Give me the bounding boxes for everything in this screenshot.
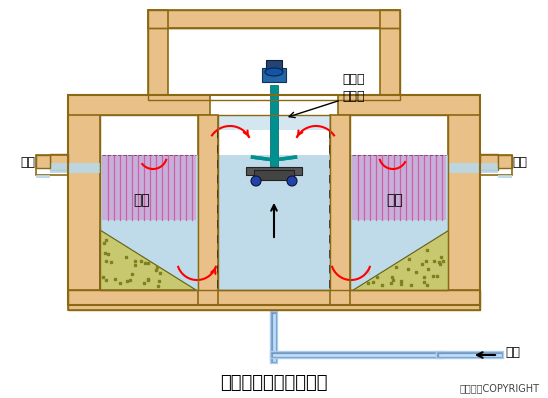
Bar [380, 10, 400, 100]
Bar [68, 290, 480, 310]
Bar [50, 154, 68, 170]
Bar [330, 115, 350, 305]
Bar [168, 28, 380, 100]
Text: 填料: 填料 [387, 193, 403, 207]
Bar [218, 115, 330, 130]
Circle shape [287, 176, 297, 186]
Bar [270, 85, 278, 170]
Bar [246, 167, 302, 175]
Bar [448, 163, 498, 173]
Circle shape [251, 176, 261, 186]
Bar [480, 154, 498, 170]
Text: 接触氧化池基本构造图: 接触氧化池基本构造图 [220, 374, 328, 392]
Bar [218, 115, 330, 290]
Bar [262, 68, 286, 82]
Polygon shape [100, 230, 196, 290]
Bar [350, 115, 448, 290]
Bar [36, 155, 50, 168]
Bar [254, 170, 294, 180]
Bar [100, 115, 198, 290]
Bar [266, 60, 282, 72]
Bar [36, 175, 50, 178]
Text: 东方仿真COPYRIGHT: 东方仿真COPYRIGHT [460, 383, 540, 393]
Bar [498, 155, 512, 168]
Polygon shape [352, 230, 448, 290]
Bar [198, 115, 218, 305]
Bar [100, 115, 198, 290]
Bar [100, 155, 198, 290]
Bar [350, 155, 448, 290]
Bar [68, 95, 100, 305]
Bar [36, 155, 68, 175]
Text: 填料: 填料 [134, 193, 150, 207]
Bar [68, 95, 210, 115]
Bar [102, 155, 196, 220]
Text: 出流: 出流 [20, 156, 36, 168]
Bar [148, 10, 400, 28]
Bar [68, 290, 480, 310]
Bar [448, 95, 480, 305]
Bar [498, 175, 512, 178]
Bar [218, 155, 330, 290]
Bar [352, 155, 446, 220]
Bar [218, 115, 330, 290]
Bar [338, 95, 480, 115]
Bar [50, 163, 100, 173]
Bar [480, 155, 512, 175]
Text: 原水: 原水 [505, 345, 520, 359]
Bar [350, 115, 448, 290]
Bar [68, 95, 480, 305]
FancyBboxPatch shape [148, 10, 400, 28]
Text: 出流: 出流 [512, 156, 528, 168]
Ellipse shape [265, 68, 283, 76]
Text: 表面曝
气装置: 表面曝 气装置 [342, 73, 364, 103]
Bar [148, 28, 400, 100]
Bar [148, 10, 168, 100]
